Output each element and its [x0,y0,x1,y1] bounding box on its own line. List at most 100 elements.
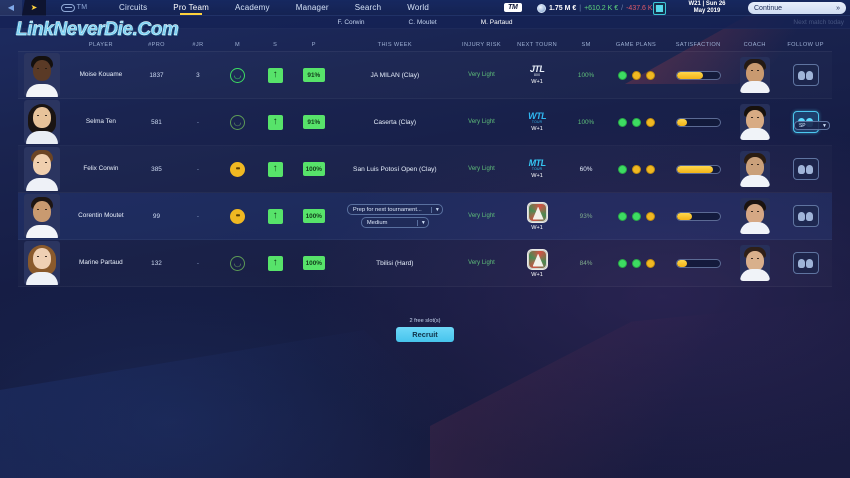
next-tournament-cell[interactable]: MTL TOUR W+1 [508,159,566,180]
next-tournament-cell[interactable]: W+1 [508,248,566,278]
physical-cell[interactable]: 100% [293,162,334,176]
morale-cell[interactable]: •• [218,208,258,224]
player-name-cell[interactable]: Selma Ten [67,118,135,126]
table-row[interactable]: Marine Partaud 132 - ◡ ↑ 100% Tbilisi (Hard) Ve… [18,240,832,287]
morale-cell[interactable]: ◡ [218,67,258,83]
next-tournament-cell[interactable]: WTL TOUR W+1 [508,112,566,133]
satisfaction-cell[interactable] [666,117,730,127]
physical-cell[interactable]: 100% [293,256,334,270]
shape-cell[interactable]: ↑ [257,208,293,224]
game-plan-dot[interactable] [631,70,641,80]
physical-cell[interactable]: 100% [293,209,334,223]
table-row[interactable]: Corentin Moutet 99 - •• ↑ 100% Prep for next t… [18,193,832,240]
column-header-pro[interactable]: #PRO [148,41,165,48]
subtab-f-corwin[interactable]: F. Corwin [337,18,365,26]
nav-item-academy[interactable]: Academy [222,0,283,16]
game-plan-dot[interactable] [631,164,641,174]
follow-up-cell[interactable] [779,158,832,180]
game-plan-dot[interactable] [631,117,641,127]
binoculars-icon[interactable] [792,252,819,274]
game-plan-dot[interactable] [645,164,655,174]
column-header-player[interactable]: PLAYER [88,41,113,48]
next-tournament-cell[interactable]: JTL 800 W+1 [508,65,566,86]
coach-cell[interactable] [730,245,779,281]
player-photo-cell[interactable] [18,100,67,144]
finance-summary[interactable]: 1.75 M € | +610.2 K € / -437.6 K € [537,3,658,14]
nav-item-manager[interactable]: Manager [283,0,342,16]
column-header-game-plans[interactable]: GAME PLANS [615,41,657,48]
column-header-sm[interactable]: SM [581,41,591,48]
player-photo-cell[interactable] [18,53,67,97]
column-header-s[interactable]: S [273,41,278,48]
nav-item-search[interactable]: Search [342,0,395,16]
shape-cell[interactable]: ↑ [257,67,293,83]
game-plan-dot[interactable] [645,211,655,221]
player-name-cell[interactable]: Corentin Moutet [67,212,135,220]
subtab-m-partaud[interactable]: M. Partaud [480,18,513,26]
coach-cell[interactable] [730,151,779,187]
column-header-jr[interactable]: #JR [192,41,204,48]
coach-cell[interactable] [730,198,779,234]
calendar-icon[interactable] [653,2,666,15]
intensity-dropdown[interactable]: Medium ▼ [360,217,429,228]
column-header-satisfaction[interactable]: SATISFACTION [675,41,721,48]
coach-cell[interactable] [730,104,779,140]
table-row[interactable]: Selma Ten 581 - ◡ ↑ 91% Caserta (Clay) Very Lig… [18,99,832,146]
player-name-cell[interactable]: Moise Kouame [67,71,135,79]
follow-up-cell[interactable] [779,64,832,86]
next-tournament-cell[interactable]: W+1 [508,201,566,231]
shape-cell[interactable]: ↑ [257,161,293,177]
binoculars-icon[interactable] [792,158,819,180]
game-plan-dot[interactable] [645,70,655,80]
recruit-button[interactable]: Recruit [396,327,454,342]
binoculars-icon[interactable] [792,205,819,227]
column-header-coach[interactable]: COACH [743,41,766,48]
column-header-m[interactable]: M [234,41,241,48]
back-icon[interactable]: ◀ [0,0,22,16]
follow-up-cell[interactable] [779,252,832,274]
binoculars-icon[interactable] [792,64,819,86]
game-plan-dot[interactable] [631,258,641,268]
game-plan-dot[interactable] [645,117,655,127]
column-header-follow-up[interactable]: FOLLOW UP [787,41,824,48]
follow-up-cell[interactable] [779,205,832,227]
satisfaction-cell[interactable] [666,164,730,174]
nav-item-circuits[interactable]: Circuits [106,0,160,16]
game-plan-dot[interactable] [617,117,627,127]
player-photo-cell[interactable] [18,241,67,285]
nav-item-world[interactable]: World [394,0,442,16]
shape-cell[interactable]: ↑ [257,255,293,271]
game-plans-cell[interactable] [606,211,666,221]
player-name-cell[interactable]: Felix Corwin [67,165,135,173]
morale-cell[interactable]: ◡ [218,255,258,271]
table-row[interactable]: Felix Corwin 385 - •• ↑ 100% San Luis Potosí O… [18,146,832,193]
column-header-injury-risk[interactable]: INJURY RISK [462,41,502,48]
morale-cell[interactable]: •• [218,161,258,177]
player-photo-cell[interactable] [18,194,67,238]
game-plan-dot[interactable] [617,164,627,174]
player-name-cell[interactable]: Marine Partaud [67,259,135,267]
column-header-p[interactable]: P [311,41,316,48]
game-plans-cell[interactable] [606,164,666,174]
satisfaction-cell[interactable] [666,211,730,221]
game-plans-cell[interactable] [606,258,666,268]
coach-cell[interactable] [730,57,779,93]
satisfaction-cell[interactable] [666,258,730,268]
satisfaction-cell[interactable] [666,70,730,80]
shape-cell[interactable]: ↑ [257,114,293,130]
continue-button[interactable]: Continue » [748,2,846,14]
forward-icon[interactable]: ➤ [22,0,46,16]
morale-cell[interactable]: ◡ [218,114,258,130]
game-plan-dot[interactable] [631,211,641,221]
column-header-this-week[interactable]: THIS WEEK [377,41,413,48]
nav-item-pro-team[interactable]: Pro Team [160,0,222,16]
table-row[interactable]: Moise Kouame 1837 3 ◡ ↑ 91% JA MILAN (Clay) Ver… [18,52,832,99]
physical-cell[interactable]: 91% [293,68,334,82]
follow-up-cell[interactable]: SP ▼ [779,111,832,133]
game-plan-dot[interactable] [617,70,627,80]
follow-up-dropdown[interactable]: SP ▼ [793,121,830,130]
game-plans-cell[interactable] [606,117,666,127]
player-photo-cell[interactable] [18,147,67,191]
column-header-next-tourn[interactable]: NEXT TOURN [517,41,558,48]
game-plan-dot[interactable] [645,258,655,268]
